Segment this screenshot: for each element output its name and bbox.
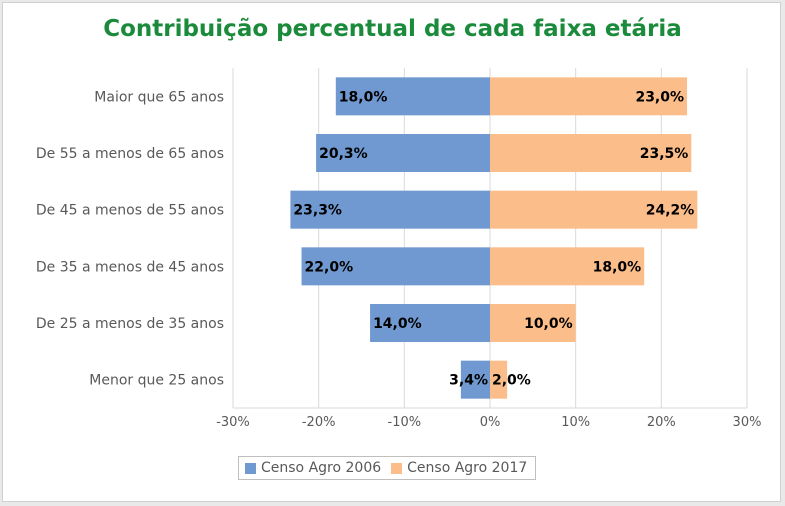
category-label: Maior que 65 anos — [94, 89, 224, 105]
data-label: 23,3% — [293, 203, 342, 219]
bar — [460, 360, 490, 399]
legend-item-2006: Censo Agro 2006 — [245, 460, 381, 476]
data-label: 14,0% — [373, 316, 422, 332]
x-tick-label: 30% — [733, 415, 762, 430]
bar — [290, 190, 490, 229]
data-label: 23,0% — [635, 89, 684, 105]
data-label: 23,5% — [640, 146, 689, 162]
legend: Censo Agro 2006 Censo Agro 2017 — [238, 456, 537, 480]
bar — [301, 247, 490, 286]
x-tick-label: 0% — [480, 415, 501, 430]
data-label: 18,0% — [593, 259, 642, 275]
bar — [316, 134, 490, 172]
category-label: De 45 a menos de 55 anos — [36, 203, 224, 219]
data-label: 24,2% — [646, 203, 695, 219]
legend-swatch-2017 — [391, 462, 403, 474]
bar — [490, 360, 508, 399]
legend-label-2017: Censo Agro 2017 — [407, 460, 528, 476]
category-label: Menor que 25 anos — [89, 373, 224, 389]
x-tick-label: -30% — [216, 415, 250, 430]
bar — [490, 304, 576, 342]
legend-label-2006: Censo Agro 2006 — [261, 460, 382, 476]
bar — [490, 77, 688, 116]
data-label: 3,4% — [449, 373, 488, 389]
x-tick-label: 10% — [561, 415, 590, 430]
data-label: 18,0% — [339, 89, 388, 105]
category-label: De 35 a menos de 45 anos — [36, 259, 224, 275]
bar — [335, 77, 490, 116]
data-label: 20,3% — [319, 146, 368, 162]
category-label: De 55 a menos de 65 anos — [36, 146, 224, 162]
legend-swatch-2006 — [245, 462, 256, 474]
x-tick-label: -10% — [388, 415, 422, 430]
category-label: De 25 a menos de 35 anos — [36, 316, 224, 332]
bar — [370, 304, 490, 342]
x-tick-label: -20% — [302, 415, 336, 430]
legend-item-2017: Censo Agro 2017 — [391, 460, 527, 476]
bar — [490, 247, 645, 286]
data-label: 10,0% — [524, 316, 573, 332]
data-label: 2,0% — [492, 373, 531, 389]
bar — [490, 134, 692, 172]
data-label: 22,0% — [305, 259, 354, 275]
bar — [490, 190, 698, 229]
chart-title: Contribuição percentual de cada faixa et… — [103, 16, 682, 42]
x-tick-label: 20% — [647, 415, 676, 430]
